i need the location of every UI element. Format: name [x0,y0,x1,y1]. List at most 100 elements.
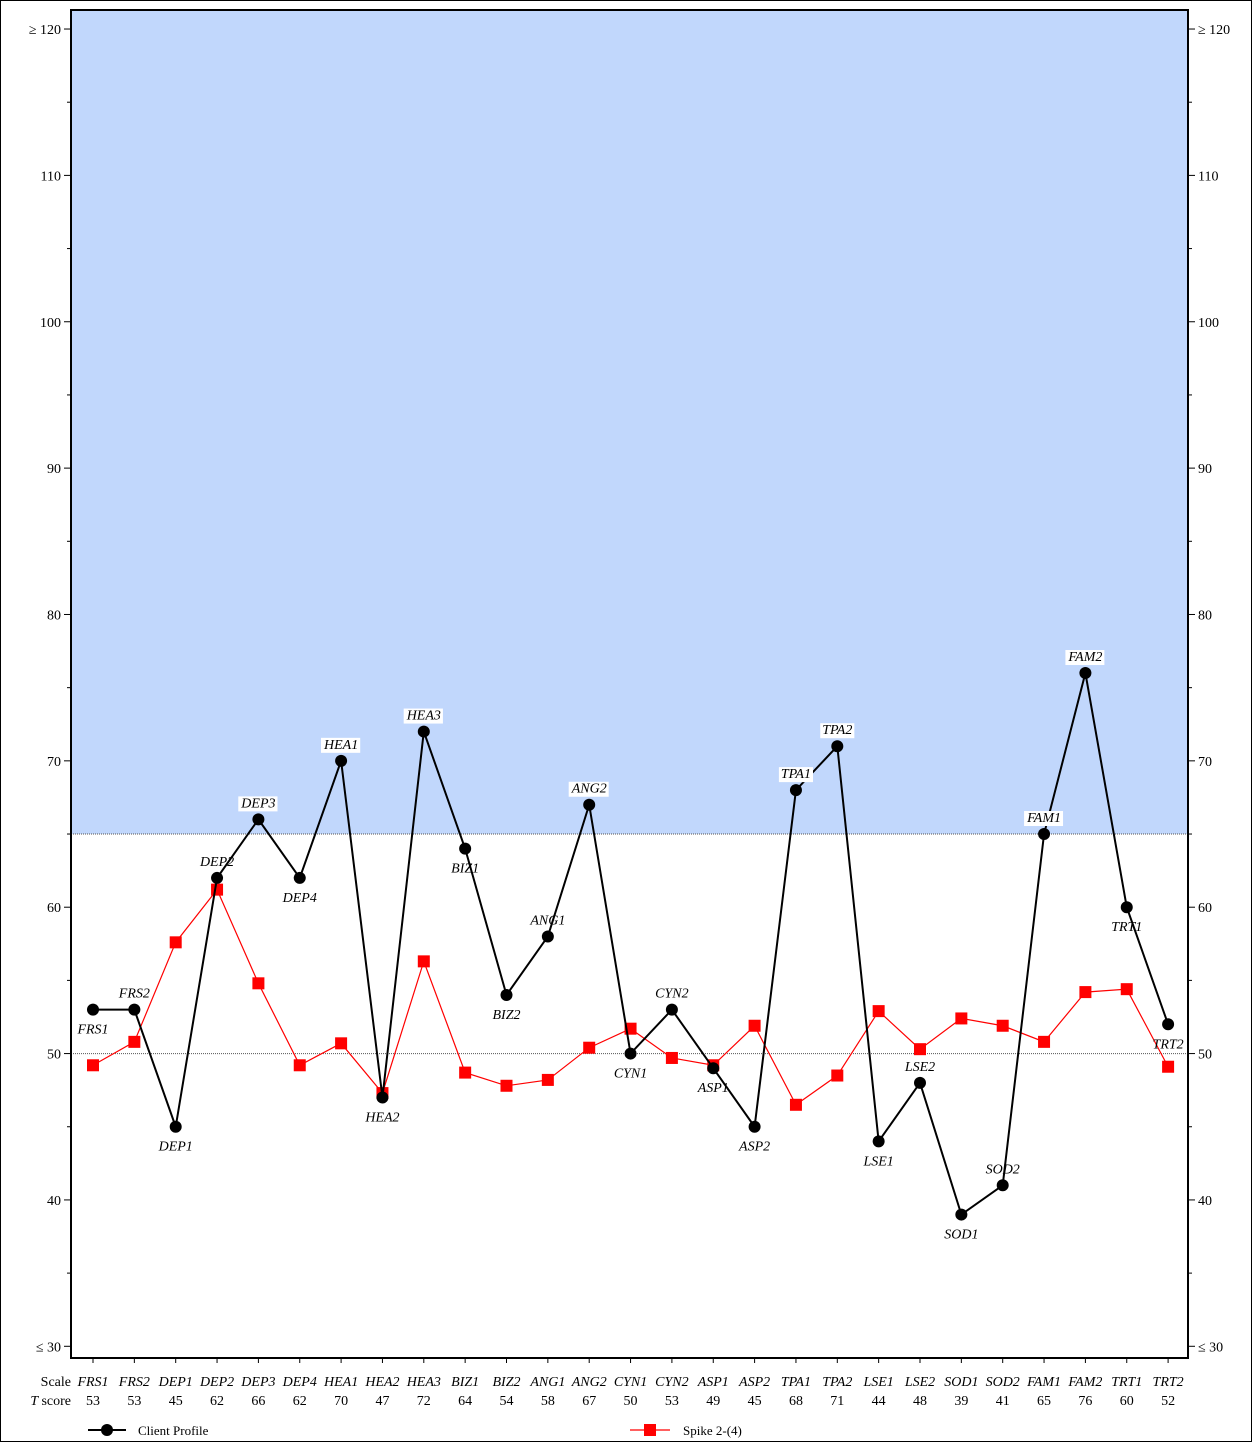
spike-point [541,1073,554,1086]
client-point [335,754,348,767]
y-tick-label-left: 40 [47,1194,61,1209]
scale-label: CYN1 [614,1375,647,1390]
scale-label: TRT2 [1153,1375,1184,1390]
scale-label: ANG1 [529,1375,565,1390]
point-label: ASP2 [738,1140,770,1155]
scale-label: TRT1 [1111,1375,1142,1390]
point-label-group: BIZ2 [493,1008,521,1023]
y-tick-label-left: 110 [41,169,61,184]
point-label-group: TPA1 [778,767,813,783]
point-label-group: FAM1 [1024,811,1064,827]
scale-label: FAM1 [1026,1375,1061,1390]
tscore-label: 53 [127,1394,141,1409]
scale-label: HEA1 [323,1375,358,1390]
point-label-group: CYN2 [655,987,688,1002]
y-tick-label-left: 90 [47,462,61,477]
client-point [169,1120,182,1133]
tscore-label: 72 [417,1394,431,1409]
point-label: BIZ1 [451,862,479,877]
tscore-label: 52 [1161,1394,1175,1409]
scale-label: BIZ1 [451,1375,479,1390]
scale-label: ASP1 [697,1375,729,1390]
tscore-label: 45 [169,1394,183,1409]
point-label-group: LSE2 [904,1060,935,1075]
point-label: FAM2 [1067,650,1102,665]
spike-point [87,1059,99,1072]
point-label-group: DEP3 [238,796,278,812]
point-label: FRS1 [76,1023,108,1038]
tscore-label: 49 [706,1394,720,1409]
scale-label: TPA2 [822,1375,852,1390]
point-label-group: ASP2 [738,1140,770,1155]
client-point [541,930,554,943]
client-point [1120,901,1133,914]
tscore-label: 54 [500,1394,514,1409]
tscore-label: 62 [210,1394,224,1409]
point-label-group: LSE1 [862,1154,893,1169]
y-tick-label-right: 80 [1198,608,1212,623]
client-point [955,1208,968,1221]
point-label: LSE2 [904,1060,935,1075]
y-tick-label-right: 90 [1198,462,1212,477]
tscore-label: 66 [251,1394,265,1409]
spike-point [500,1079,513,1092]
spike-point [831,1069,844,1082]
point-label-group: DEP1 [158,1140,193,1155]
client-point [417,725,430,738]
point-label-bg [1024,811,1064,827]
y-tick-label-left: 80 [47,608,61,623]
point-label-group: DEP4 [282,891,317,906]
client-point [707,1062,720,1075]
spike-point [789,1098,802,1111]
point-label-bg [1065,650,1105,666]
point-label-group: TPA2 [820,723,855,739]
tscore-label: 64 [458,1394,472,1409]
point-label-group: FRS1 [76,1023,108,1038]
scale-label: FRS1 [76,1375,108,1390]
tscore-label: 67 [582,1394,596,1409]
scale-label: SOD1 [944,1375,978,1390]
tscore-label: 39 [954,1394,968,1409]
point-label-bg [568,781,609,797]
spike-point [665,1051,678,1064]
client-point [1162,1018,1175,1031]
point-label-bg [403,708,443,724]
spike-point [1038,1035,1051,1048]
scale-label: CYN2 [655,1375,688,1390]
tscore-label: 41 [996,1394,1010,1409]
point-label-group: ASP1 [697,1081,729,1096]
spike-point [128,1035,141,1048]
legend-label-spike: Spike 2-(4) [683,1423,742,1438]
y-tick-label-right: 100 [1198,316,1219,331]
tscore-label: 76 [1078,1394,1092,1409]
client-point [128,1003,141,1016]
tscore-label: 53 [86,1394,100,1409]
point-label: HEA1 [323,738,358,753]
point-label: SOD1 [944,1228,978,1243]
scale-label: DEP4 [282,1375,317,1390]
spike-point [417,955,430,968]
point-label-group: TRT1 [1111,920,1142,935]
spike-point [169,936,182,949]
y-tick-label-left: ≤ 30 [36,1340,61,1355]
point-label: DEP1 [158,1140,193,1155]
point-label-bg [820,723,855,739]
point-label: ASP1 [697,1081,729,1096]
client-point [500,989,513,1002]
scale-label: HEA2 [364,1375,399,1390]
scale-label: LSE1 [862,1375,893,1390]
tscore-row-label: T score [30,1394,71,1409]
tscore-label: 58 [541,1394,555,1409]
spike-point [996,1019,1009,1032]
y-tick-label-right: ≤ 30 [1198,1340,1223,1355]
y-tick-label-left: 60 [47,901,61,916]
spike-point [1162,1060,1175,1073]
plot-frame [70,9,1189,1359]
point-label: SOD2 [986,1162,1020,1177]
scale-row-label: Scale [41,1375,71,1390]
y-tick-label-right: 110 [1198,169,1218,184]
point-label-group: ANG1 [529,913,565,928]
point-label: ANG2 [571,782,607,797]
client-point [748,1120,761,1133]
point-label: CYN2 [655,987,688,1002]
